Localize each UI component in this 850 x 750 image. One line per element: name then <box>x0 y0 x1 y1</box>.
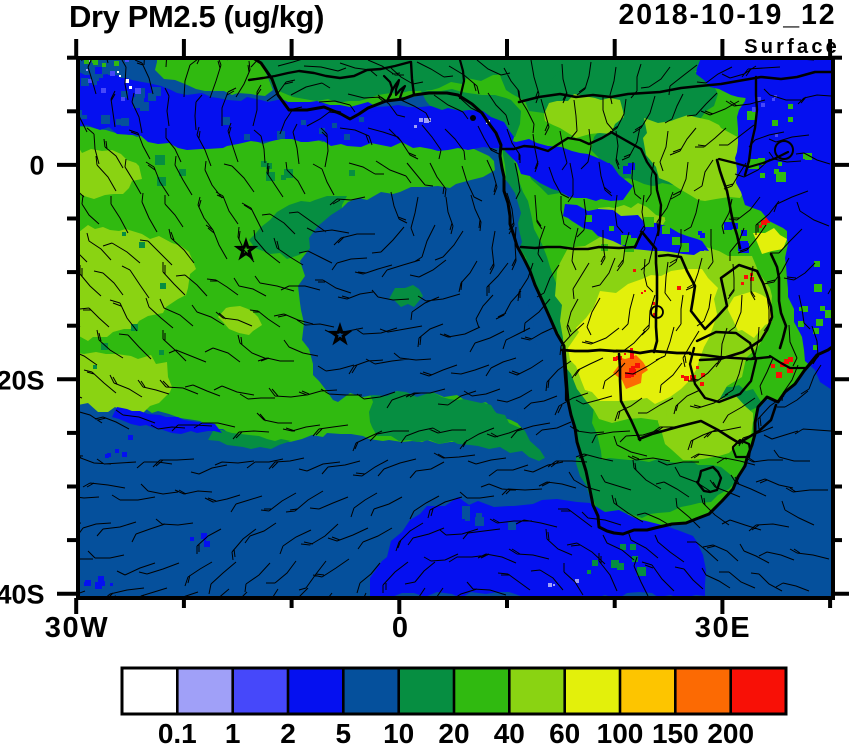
svg-text:1: 1 <box>225 718 241 749</box>
svg-text:20S: 20S <box>0 366 45 396</box>
svg-text:30W: 30W <box>45 612 109 644</box>
svg-text:150: 150 <box>652 718 699 749</box>
svg-text:0.1: 0.1 <box>158 718 197 749</box>
svg-text:30E: 30E <box>695 612 751 644</box>
svg-text:10: 10 <box>383 718 414 749</box>
svg-text:0: 0 <box>392 612 408 644</box>
svg-text:40: 40 <box>494 718 525 749</box>
svg-text:200: 200 <box>707 718 754 749</box>
svg-text:100: 100 <box>597 718 644 749</box>
svg-text:40S: 40S <box>0 580 45 610</box>
svg-text:60: 60 <box>549 718 580 749</box>
svg-text:5: 5 <box>336 718 352 749</box>
svg-text:0: 0 <box>29 151 44 181</box>
svg-text:Surface: Surface <box>744 36 840 58</box>
svg-text:2: 2 <box>280 718 296 749</box>
svg-text:Dry PM2.5 (ug/kg): Dry PM2.5 (ug/kg) <box>69 0 324 34</box>
svg-text:2018-10-19_12: 2018-10-19_12 <box>618 0 836 31</box>
svg-text:20: 20 <box>438 718 469 749</box>
